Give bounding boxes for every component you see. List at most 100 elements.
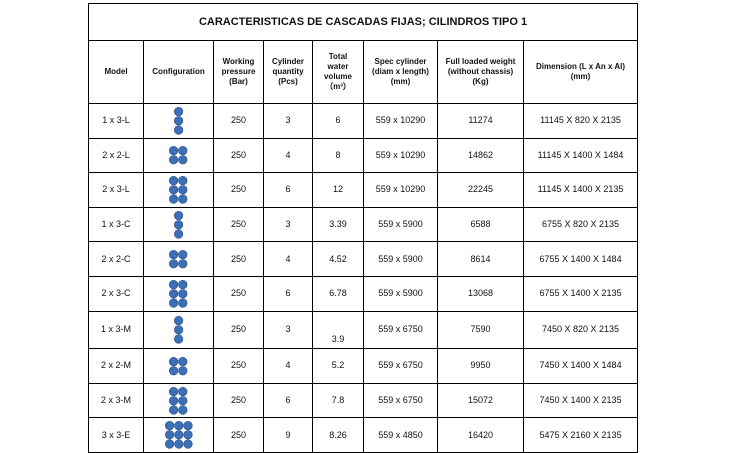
cell: 7450 X 1400 X 2135 [522, 382, 639, 419]
configuration-icon [173, 106, 184, 135]
cell: 559 x 6750 [363, 348, 438, 384]
cell: 4 [263, 137, 313, 174]
cell: 559 x 5900 [363, 241, 438, 277]
spec-table: CARACTERISTICAS DE CASCADAS FIJAS; CILIN… [87, 3, 639, 453]
cylinder [169, 298, 179, 308]
cell: 559 x 10290 [363, 103, 438, 139]
cell: 250 [213, 382, 264, 419]
header-line: （m³） [325, 82, 351, 91]
cylinder [173, 125, 184, 135]
header-cell: Working pressure (Bar) [213, 40, 264, 104]
cylinder [169, 365, 179, 376]
cell: 6 [263, 382, 313, 419]
cell: 6 [263, 275, 313, 312]
cell: 8614 [437, 241, 524, 277]
cell: 559 x 4850 [363, 417, 438, 453]
cell: 559 x 10290 [363, 172, 438, 208]
table-title: CARACTERISTICAS DE CASCADAS FIJAS; CILIN… [87, 3, 639, 41]
header-line: Dimension (L x An x Al) [536, 62, 626, 71]
cylinder [178, 185, 188, 195]
data-row: 1 x 3-L 250 3 6 559 x 10290 11274 11145 X 820 … [88, 103, 639, 139]
cylinder [173, 116, 184, 126]
cylinder [169, 249, 179, 260]
cell: 12 [312, 172, 364, 208]
cylinder [178, 405, 188, 415]
cylinder [173, 325, 184, 335]
header-line: (Pcs) [278, 77, 298, 86]
header-line: (Kg) [472, 77, 489, 86]
header-row: Model Configuration Working pressure (Bar) Cy… [88, 40, 639, 104]
cylinder [169, 405, 179, 415]
configuration-icon [169, 176, 188, 204]
header-line: Total [328, 52, 348, 61]
configuration-icon [169, 146, 188, 165]
cell: 3 [263, 310, 313, 350]
data-row: 2 x 3-L 250 6 12 559 x 10290 22245 11145 X 140… [88, 172, 639, 208]
cell: 4 [263, 348, 313, 384]
cell: 6.78 [312, 275, 364, 312]
header-line: Working [222, 57, 255, 66]
header-line: Spec cylinder [374, 57, 427, 66]
cell: 4 [263, 241, 313, 277]
cylinder [178, 279, 188, 290]
cylinder [178, 386, 188, 396]
cell: 1 x 3-C [88, 206, 144, 243]
cylinder [178, 194, 188, 204]
cell: 6755 X 1400 X 2135 [522, 275, 639, 312]
cell: 7.8 [312, 382, 364, 419]
cylinder [169, 279, 179, 290]
configuration-cell [143, 382, 214, 419]
cylinder [178, 365, 188, 376]
cell: 11145 X 1400 X 2135 [522, 172, 639, 208]
configuration-cell [143, 206, 214, 243]
cylinder [178, 176, 188, 186]
cell: 250 [213, 172, 264, 208]
configuration-icon [173, 210, 184, 239]
cylinder [183, 430, 193, 440]
header-cell: Configuration [143, 40, 214, 104]
data-row: 1 x 3-M 250 3 3.9 559 x 6750 7590 7450 X 820 X… [88, 310, 639, 350]
cylinder [169, 185, 179, 195]
cylinder [178, 259, 188, 269]
header-line: (mm) [570, 72, 591, 81]
cell: 1 x 3-L [88, 103, 144, 139]
data-row: 3 x 3-E 250 9 8.26 559 x 4850 16420 5475 X 216… [88, 417, 639, 453]
cell: 5.2 [312, 348, 364, 384]
data-row: 2 x 3-C 250 6 6.78 559 x 5900 13068 6755 X 140… [88, 275, 639, 312]
cylinder [164, 430, 174, 440]
header-cell: Full loaded weight (without chassis) (Kg) [437, 40, 524, 104]
configuration-icon [169, 386, 188, 415]
cylinder [169, 194, 179, 204]
cell: 559 x 6750 [363, 310, 438, 350]
cell: 11145 X 1400 X 1484 [522, 137, 639, 174]
configuration-cell [143, 103, 214, 139]
cell: 250 [213, 137, 264, 174]
cylinder [178, 146, 188, 156]
cylinder [173, 106, 184, 117]
configuration-cell [143, 137, 214, 174]
header-line: pressure [221, 67, 256, 76]
cylinder [178, 298, 188, 308]
cell: 2 x 2-C [88, 241, 144, 277]
cell: 7450 X 820 X 2135 [522, 310, 639, 350]
cell: 15072 [437, 382, 524, 419]
cylinder [169, 395, 179, 406]
cell: 250 [213, 417, 264, 453]
configuration-icon [173, 316, 184, 344]
cell: 9950 [437, 348, 524, 384]
cell: 13068 [437, 275, 524, 312]
configuration-cell [143, 348, 214, 384]
cell: 250 [213, 310, 264, 350]
cell: 16420 [437, 417, 524, 453]
cell: 11145 X 820 X 2135 [522, 103, 639, 139]
header-line: (mm) [390, 77, 411, 86]
configuration-icon [164, 421, 193, 449]
cylinder [178, 395, 188, 406]
cylinder [173, 219, 184, 230]
cylinder [183, 421, 193, 431]
cell: 2 x 3-M [88, 382, 144, 419]
cell: 22245 [437, 172, 524, 208]
cell: 3 x 3-E [88, 417, 144, 453]
cell: 14862 [437, 137, 524, 174]
cell: 9 [263, 417, 313, 453]
